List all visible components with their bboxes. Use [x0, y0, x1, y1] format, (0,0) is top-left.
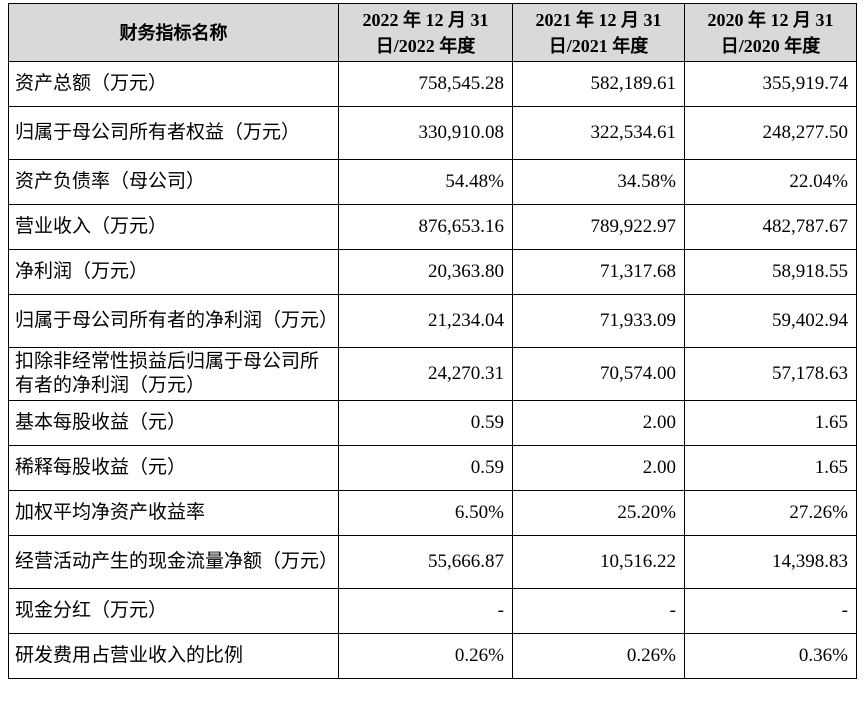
financial-indicators-table: 财务指标名称 2022 年 12 月 31 日/2022 年度 2021 年 1… — [8, 3, 857, 679]
value-2021: 322,534.61 — [512, 106, 685, 160]
table-row: 加权平均净资产收益率 6.50% 25.20% 27.26% — [8, 490, 857, 536]
table-row: 稀释每股收益（元） 0.59 2.00 1.65 — [8, 445, 857, 491]
row-label: 加权平均净资产收益率 — [8, 490, 339, 536]
value-2020: 1.65 — [684, 400, 857, 446]
value-2020: 27.26% — [684, 490, 857, 536]
value-2020: 1.65 — [684, 445, 857, 491]
header-indicator-name: 财务指标名称 — [8, 3, 339, 62]
row-label: 经营活动产生的现金流量净额（万元） — [8, 535, 339, 589]
row-label: 资产负债率（母公司） — [8, 159, 339, 205]
row-label: 营业收入（万元） — [8, 204, 339, 250]
row-label: 基本每股收益（元） — [8, 400, 339, 446]
row-label: 研发费用占营业收入的比例 — [8, 633, 339, 679]
row-label: 现金分红（万元） — [8, 588, 339, 634]
header-2021: 2021 年 12 月 31 日/2021 年度 — [512, 3, 685, 62]
row-label: 稀释每股收益（元） — [8, 445, 339, 491]
value-2020: 57,178.63 — [684, 347, 857, 401]
table-row: 扣除非经常性损益后归属于母公司所有者的净利润（万元） 24,270.31 70,… — [8, 347, 857, 401]
value-2020: 355,919.74 — [684, 61, 857, 107]
table-row: 净利润（万元） 20,363.80 71,317.68 58,918.55 — [8, 249, 857, 295]
value-2020: - — [684, 588, 857, 634]
row-label: 归属于母公司所有者的净利润（万元） — [8, 294, 339, 348]
value-2022: 0.59 — [338, 400, 513, 446]
value-2022: 24,270.31 — [338, 347, 513, 401]
value-2021: 71,317.68 — [512, 249, 685, 295]
value-2020: 58,918.55 — [684, 249, 857, 295]
value-2021: 789,922.97 — [512, 204, 685, 250]
table-row: 经营活动产生的现金流量净额（万元） 55,666.87 10,516.22 14… — [8, 535, 857, 589]
value-2020: 248,277.50 — [684, 106, 857, 160]
value-2020: 0.36% — [684, 633, 857, 679]
table-row: 归属于母公司所有者的净利润（万元） 21,234.04 71,933.09 59… — [8, 294, 857, 348]
value-2022: - — [338, 588, 513, 634]
value-2022: 330,910.08 — [338, 106, 513, 160]
value-2021: 71,933.09 — [512, 294, 685, 348]
header-2020: 2020 年 12 月 31 日/2020 年度 — [684, 3, 857, 62]
value-2021: - — [512, 588, 685, 634]
value-2022: 876,653.16 — [338, 204, 513, 250]
value-2021: 25.20% — [512, 490, 685, 536]
value-2021: 70,574.00 — [512, 347, 685, 401]
table-row: 资产总额（万元） 758,545.28 582,189.61 355,919.7… — [8, 61, 857, 107]
table-row: 现金分红（万元） - - - — [8, 588, 857, 634]
row-label: 净利润（万元） — [8, 249, 339, 295]
value-2022: 54.48% — [338, 159, 513, 205]
value-2021: 2.00 — [512, 445, 685, 491]
value-2020: 482,787.67 — [684, 204, 857, 250]
value-2021: 2.00 — [512, 400, 685, 446]
value-2022: 55,666.87 — [338, 535, 513, 589]
table-row: 资产负债率（母公司） 54.48% 34.58% 22.04% — [8, 159, 857, 205]
value-2020: 14,398.83 — [684, 535, 857, 589]
row-label: 资产总额（万元） — [8, 61, 339, 107]
row-label: 扣除非经常性损益后归属于母公司所有者的净利润（万元） — [8, 347, 339, 401]
value-2022: 21,234.04 — [338, 294, 513, 348]
value-2021: 34.58% — [512, 159, 685, 205]
value-2021: 10,516.22 — [512, 535, 685, 589]
row-label: 归属于母公司所有者权益（万元） — [8, 106, 339, 160]
value-2022: 20,363.80 — [338, 249, 513, 295]
value-2020: 22.04% — [684, 159, 857, 205]
header-2022: 2022 年 12 月 31 日/2022 年度 — [338, 3, 513, 62]
value-2021: 582,189.61 — [512, 61, 685, 107]
value-2022: 6.50% — [338, 490, 513, 536]
value-2021: 0.26% — [512, 633, 685, 679]
value-2022: 0.26% — [338, 633, 513, 679]
table-row: 归属于母公司所有者权益（万元） 330,910.08 322,534.61 24… — [8, 106, 857, 160]
table-row: 研发费用占营业收入的比例 0.26% 0.26% 0.36% — [8, 633, 857, 679]
value-2022: 0.59 — [338, 445, 513, 491]
table-row: 基本每股收益（元） 0.59 2.00 1.65 — [8, 400, 857, 446]
table-row: 营业收入（万元） 876,653.16 789,922.97 482,787.6… — [8, 204, 857, 250]
value-2022: 758,545.28 — [338, 61, 513, 107]
table-header-row: 财务指标名称 2022 年 12 月 31 日/2022 年度 2021 年 1… — [8, 3, 857, 62]
value-2020: 59,402.94 — [684, 294, 857, 348]
